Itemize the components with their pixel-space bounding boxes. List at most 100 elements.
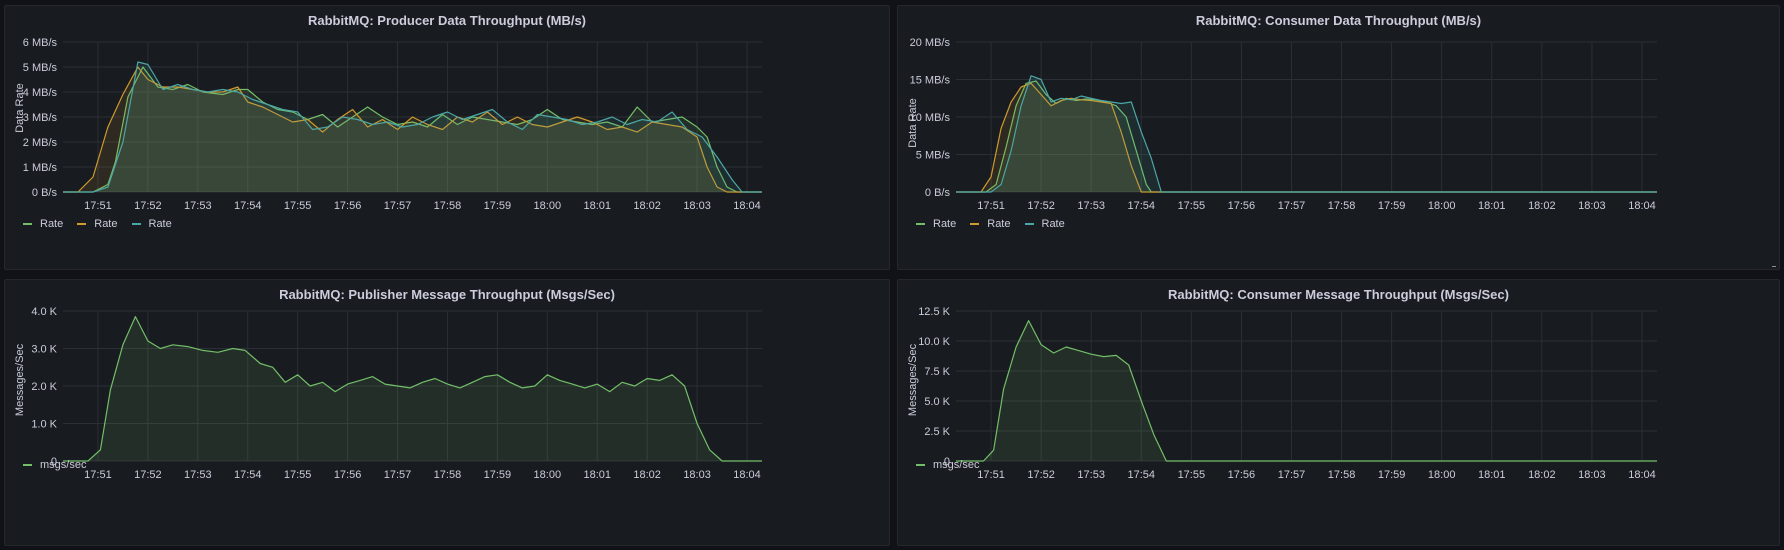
x-tick-label: 17:56: [1228, 469, 1256, 481]
x-tick-label: 17:58: [434, 469, 462, 481]
x-tick-label: 18:04: [1628, 200, 1656, 212]
x-tick-label: 18:01: [583, 200, 611, 212]
x-tick-label: 17:53: [1077, 200, 1105, 212]
x-tick-label: 17:55: [284, 469, 312, 481]
y-tick-label: 4.0 K: [31, 306, 57, 318]
series-line: [63, 61, 762, 193]
x-tick-label: 17:58: [1328, 200, 1356, 212]
x-tick-label: 17:56: [334, 469, 362, 481]
x-tick-label: 17:57: [1278, 200, 1306, 212]
resize-handle[interactable]: [1772, 266, 1776, 267]
x-tick-label: 17:54: [1127, 469, 1155, 481]
panel-title[interactable]: RabbitMQ: Consumer Message Throughput (M…: [1168, 287, 1509, 302]
legend-item[interactable]: Rate: [77, 218, 118, 230]
x-tick-label: 17:55: [1178, 200, 1206, 212]
y-tick-label: 6 MB/s: [23, 37, 58, 49]
x-tick-label: 17:51: [977, 200, 1005, 212]
series-area: [63, 67, 762, 192]
legend-item[interactable]: Rate: [970, 218, 1011, 230]
x-tick-label: 18:01: [1478, 200, 1506, 212]
x-tick-label: 18:02: [1528, 469, 1556, 481]
y-tick-label: 0 B/s: [925, 187, 951, 199]
legend-label: msgs/sec: [933, 459, 980, 471]
legend-item[interactable]: Rate: [1024, 218, 1065, 230]
consumer-message-chart: 0 2.5 K 5.0 K 7.5 K 10.0 K 12.5 K 17:51 17:52 17…: [918, 306, 1657, 481]
x-tick-label: 18:02: [1528, 200, 1556, 212]
x-tick-label: 18:00: [534, 469, 562, 481]
legend-item[interactable]: Rate: [23, 218, 63, 230]
panel-title[interactable]: RabbitMQ: Publisher Message Throughput (…: [279, 287, 615, 302]
legend: Rate Rate Rate: [23, 218, 172, 230]
legend: Rate Rate Rate: [916, 218, 1065, 230]
series-area: [63, 62, 762, 192]
x-tick-label: 17:59: [484, 200, 512, 212]
x-tick-label: 18:00: [534, 200, 562, 212]
legend-swatch: [916, 464, 925, 466]
series-line: [956, 75, 1657, 193]
x-tick-label: 17:53: [1077, 469, 1105, 481]
series-area: [63, 316, 762, 461]
x-tick-label: 17:58: [434, 200, 462, 212]
series-line: [63, 66, 762, 193]
series-area: [956, 320, 1657, 461]
series-line: [956, 320, 1657, 462]
legend: msgs/sec: [916, 459, 979, 471]
panel-title[interactable]: RabbitMQ: Consumer Data Throughput (MB/s…: [1195, 13, 1482, 28]
y-tick-label: 20 MB/s: [910, 37, 951, 49]
x-tick-label: 18:02: [633, 469, 661, 481]
x-tick-label: 17:59: [1378, 200, 1406, 212]
panel-title[interactable]: RabbitMQ: Producer Data Throughput (MB/s…: [307, 13, 587, 28]
y-tick-label: 1 MB/s: [23, 162, 58, 174]
y-tick-label: 1.0 K: [31, 419, 57, 431]
y-tick-label: 10 MB/s: [910, 112, 951, 124]
x-tick-label: 17:54: [234, 200, 262, 212]
x-tick-label: 18:04: [733, 469, 761, 481]
y-tick-label: 0: [944, 456, 950, 468]
consumer-data-throughput-panel: RabbitMQ: Consumer Data Throughput (MB/s…: [897, 5, 1780, 270]
x-tick-label: 18:04: [1628, 469, 1656, 481]
legend-label: Rate: [148, 218, 172, 230]
x-tick-label: 17:56: [334, 200, 362, 212]
legend-item[interactable]: Rate: [916, 218, 956, 230]
legend-swatch: [1024, 223, 1034, 225]
series-area: [956, 83, 1657, 192]
x-tick-label: 17:52: [134, 200, 162, 212]
x-tick-label: 18:01: [1478, 469, 1506, 481]
consumer-data-chart: 0 B/s 5 MB/s 10 MB/s 15 MB/s 20 MB/s 17:51 17:…: [910, 37, 1657, 212]
legend-swatch: [916, 223, 925, 225]
x-tick-label: 17:52: [1027, 469, 1055, 481]
x-tick-label: 17:58: [1328, 469, 1356, 481]
x-tick-label: 17:57: [384, 469, 412, 481]
x-tick-label: 17:51: [84, 469, 112, 481]
x-tick-label: 17:51: [84, 200, 112, 212]
x-tick-label: 18:02: [633, 200, 661, 212]
legend-swatch: [131, 223, 141, 225]
legend-item[interactable]: msgs/sec: [916, 459, 979, 471]
legend-swatch: [23, 464, 32, 466]
y-tick-label: 2.5 K: [924, 426, 950, 438]
y-tick-label: 2.0 K: [31, 381, 57, 393]
legend-label: msgs/sec: [40, 459, 87, 471]
series-area: [956, 75, 1657, 192]
publisher-message-chart: 0 1.0 K 2.0 K 3.0 K 4.0 K 17:51 17:52 17:53 17:5…: [31, 306, 762, 481]
y-tick-label: 7.5 K: [924, 366, 950, 378]
publisher-message-throughput-panel: RabbitMQ: Publisher Message Throughput (…: [4, 279, 890, 546]
y-tick-label: 5.0 K: [924, 396, 950, 408]
y-tick-label: 10.0 K: [918, 336, 950, 348]
x-tick-label: 18:03: [683, 469, 711, 481]
x-tick-label: 17:53: [184, 200, 212, 212]
y-tick-label: 3.0 K: [31, 344, 57, 356]
x-tick-label: 18:01: [583, 469, 611, 481]
x-tick-label: 18:00: [1428, 200, 1456, 212]
legend-item[interactable]: Rate: [131, 218, 172, 230]
y-tick-label: 4 MB/s: [23, 87, 58, 99]
x-tick-label: 17:59: [1378, 469, 1406, 481]
x-tick-label: 17:54: [1127, 200, 1155, 212]
y-tick-label: 3 MB/s: [23, 112, 58, 124]
legend: msgs/sec: [23, 459, 86, 471]
legend-label: Rate: [94, 218, 118, 230]
x-tick-label: 17:55: [284, 200, 312, 212]
y-tick-label: 5 MB/s: [23, 62, 58, 74]
y-tick-label: 15 MB/s: [910, 75, 951, 87]
legend-item[interactable]: msgs/sec: [23, 459, 86, 471]
